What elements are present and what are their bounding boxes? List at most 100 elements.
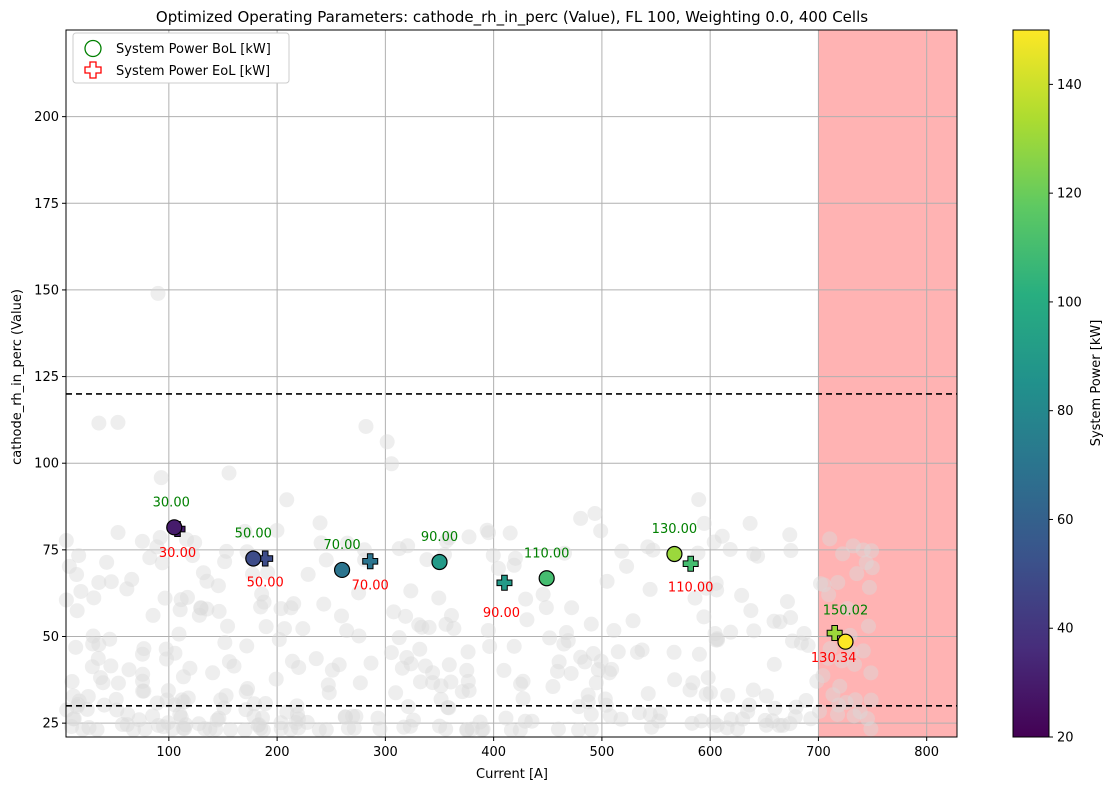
background-point xyxy=(597,691,613,707)
background-point xyxy=(454,684,470,700)
x-tick-label-6: 700 xyxy=(806,745,831,760)
background-point xyxy=(583,616,599,632)
background-point xyxy=(154,555,170,571)
x-axis-ticks: 100 200 300 400 500 600 700 800 xyxy=(156,737,939,760)
background-point xyxy=(412,674,428,690)
colorbar-tick-label-6: 140 xyxy=(1057,78,1082,93)
background-point xyxy=(460,644,476,660)
background-point xyxy=(519,612,535,628)
background-point xyxy=(217,554,233,570)
background-point xyxy=(517,713,533,729)
y-axis-title: cathode_rh_in_perc (Value) xyxy=(10,289,25,465)
background-point xyxy=(110,525,126,541)
background-point xyxy=(93,670,109,686)
background-point xyxy=(334,608,350,624)
background-point xyxy=(160,715,176,731)
background-point xyxy=(71,693,87,709)
background-point xyxy=(91,574,107,590)
background-point xyxy=(652,705,668,721)
background-point xyxy=(90,651,106,667)
background-point xyxy=(300,566,316,582)
background-point xyxy=(137,721,153,737)
background-point xyxy=(480,622,496,638)
y-tick-label-6: 175 xyxy=(34,197,59,212)
background-point xyxy=(855,542,871,558)
background-point xyxy=(283,721,299,737)
background-point xyxy=(460,673,476,689)
background-point xyxy=(124,571,140,587)
background-point xyxy=(550,721,566,737)
background-point xyxy=(475,721,491,737)
background-point xyxy=(690,545,706,561)
background-point xyxy=(108,691,124,707)
infeasible-region xyxy=(818,30,957,737)
background-point xyxy=(640,686,656,702)
background-point xyxy=(588,675,604,691)
background-point xyxy=(318,552,334,568)
background-point xyxy=(269,522,285,538)
background-point xyxy=(593,653,609,669)
background-point xyxy=(312,515,328,531)
background-point xyxy=(783,543,799,559)
background-point xyxy=(642,581,658,597)
background-point xyxy=(438,721,454,737)
background-point xyxy=(85,628,101,644)
background-point xyxy=(351,585,367,601)
background-point xyxy=(246,708,262,724)
y-tick-label-2: 75 xyxy=(42,543,59,558)
background-point xyxy=(135,673,151,689)
background-point xyxy=(414,619,430,635)
background-point xyxy=(199,601,215,617)
background-point xyxy=(145,708,161,724)
background-point xyxy=(85,636,101,652)
background-point xyxy=(213,692,229,708)
background-point xyxy=(340,720,356,736)
background-point xyxy=(245,566,261,582)
bol-marker-3 xyxy=(431,553,448,571)
background-point xyxy=(441,657,457,673)
background-point xyxy=(723,711,739,727)
background-point xyxy=(339,535,355,551)
background-point xyxy=(157,590,173,606)
background-point xyxy=(798,692,814,708)
background-point xyxy=(411,617,427,633)
background-point xyxy=(379,434,395,450)
background-point xyxy=(845,538,861,554)
y-tick-label-3: 100 xyxy=(34,457,59,472)
eol-marker-4 xyxy=(682,555,699,572)
background-point xyxy=(69,567,85,583)
background-point xyxy=(545,679,561,695)
background-point xyxy=(571,722,587,738)
background-point xyxy=(720,687,736,703)
background-point xyxy=(743,603,759,619)
eol-data-label-4: 110.00 xyxy=(668,581,714,596)
background-point xyxy=(159,651,175,667)
background-point xyxy=(95,675,111,691)
background-point xyxy=(809,673,825,689)
background-point xyxy=(126,722,142,738)
background-point xyxy=(746,623,762,639)
bol-data-label-2: 70.00 xyxy=(323,538,360,553)
background-point xyxy=(438,533,454,549)
background-point xyxy=(542,630,558,646)
background-point xyxy=(758,717,774,733)
background-point xyxy=(723,624,739,640)
background-point xyxy=(461,529,477,545)
background-point xyxy=(398,608,414,624)
background-point xyxy=(339,623,355,639)
background-point xyxy=(179,589,195,605)
background-point xyxy=(512,722,528,738)
background-point xyxy=(391,630,407,646)
background-point xyxy=(515,673,531,689)
background-point xyxy=(693,713,709,729)
background-point xyxy=(250,717,266,733)
background-point xyxy=(775,717,791,733)
background-point xyxy=(691,646,707,662)
background-point xyxy=(472,714,488,730)
legend-eol-label: System Power EoL [kW] xyxy=(116,64,270,79)
colorbar-tick-label-4: 100 xyxy=(1057,295,1082,310)
background-point xyxy=(830,574,846,590)
background-point xyxy=(65,711,81,727)
background-point xyxy=(746,546,762,562)
